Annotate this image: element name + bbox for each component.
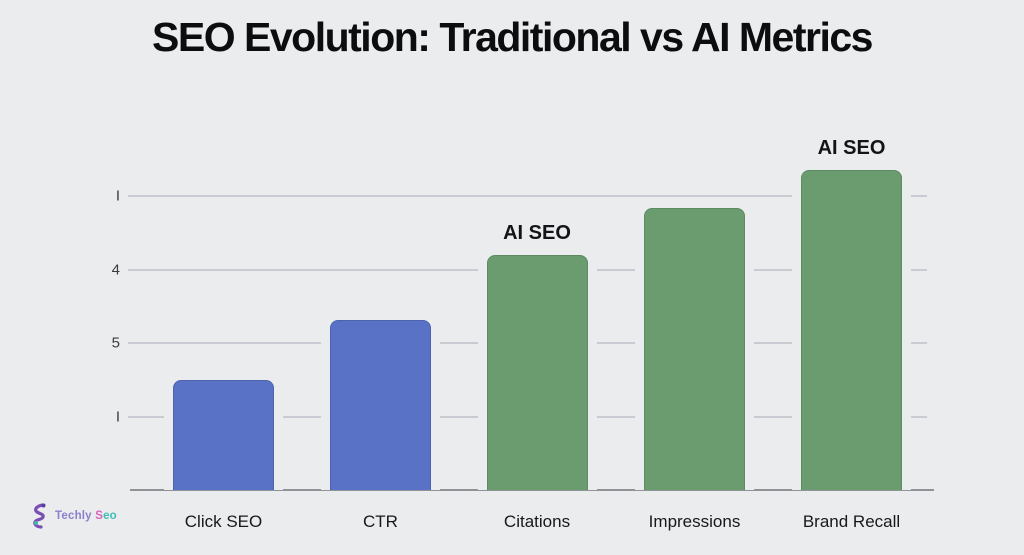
techly-seo-logo-icon <box>31 503 49 529</box>
annotation-ai-seo-brand-recall: AI SEO <box>817 137 886 160</box>
gridline-4 <box>128 195 927 197</box>
annotation-ai-seo-citations: AI SEO <box>503 221 571 244</box>
chart-title: SEO Evolution: Traditional vs AI Metrics <box>152 14 873 60</box>
brand-name-accent-eo: eo <box>103 510 117 522</box>
y-axis-tick-label-4: I <box>115 187 120 205</box>
bar-ctr <box>330 320 431 490</box>
category-label-impressions: Impressions <box>648 512 741 531</box>
bar-citations <box>486 254 588 490</box>
y-axis-tick-label-2: 5 <box>111 334 120 352</box>
y-axis-tick-label-1: I <box>115 408 120 425</box>
x-axis-line <box>130 489 934 491</box>
category-label-citations: Citations <box>503 512 571 531</box>
category-label-click-seo: Click SEO <box>184 512 263 531</box>
category-label-ctr: CTR <box>363 512 398 531</box>
brand-name-accent-s: S <box>95 510 104 522</box>
category-label-brand-recall: Brand Recall <box>802 512 901 531</box>
bar-impressions <box>644 207 745 490</box>
brand-logo: Techly Seo <box>31 503 117 529</box>
bar-brand-recall <box>801 170 902 490</box>
bar-click-seo <box>173 380 274 490</box>
y-axis-tick-label-3: 4 <box>111 261 120 278</box>
brand-logo-text: Techly Seo <box>55 510 117 522</box>
brand-name-primary: Techly <box>55 510 92 522</box>
